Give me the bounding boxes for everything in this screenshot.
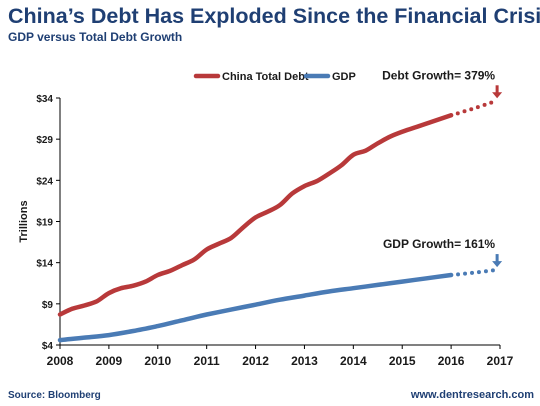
china-total-debt-arrowhead-icon (492, 92, 503, 99)
chart-subtitle: GDP versus Total Debt Growth (8, 30, 183, 44)
x-tick-label: 2008 (47, 354, 74, 368)
china-total-debt-growth-annotation: Debt Growth= 379% (382, 68, 495, 82)
website-link[interactable]: www.dentresearch.com (410, 389, 534, 401)
series-layer (57, 85, 503, 343)
gdp-growth-annotation: GDP Growth= 161% (383, 237, 495, 251)
y-tick-label: $4 (42, 341, 54, 352)
gdp-series-line (57, 272, 454, 343)
axes: $4 $9 $14 $19 $24 $29 $34 2008 2009 2010 2011 2012 2… (18, 94, 514, 368)
source-note: Source: Bloomberg (8, 390, 101, 401)
x-tick-label: 2009 (96, 354, 123, 368)
x-tick-label: 2015 (389, 354, 416, 368)
x-tick-label: 2014 (340, 354, 367, 368)
x-tick-label: 2012 (242, 354, 269, 368)
y-tick-label: $14 (36, 259, 53, 270)
y-tick-label: $9 (42, 300, 54, 311)
x-tick-label: 2017 (487, 354, 514, 368)
x-tick-label: 2013 (291, 354, 318, 368)
legend: China Total Debt GDP (193, 71, 356, 83)
x-tick-label: 2010 (144, 354, 171, 368)
x-tick-label: 2016 (438, 354, 465, 368)
china-total-debt-projection-line (449, 99, 498, 118)
china-total-debt-legend-label: China Total Debt (222, 71, 309, 83)
annotations: Debt Growth= 379% GDP Growth= 161% (382, 68, 495, 251)
x-tick-label: 2011 (194, 354, 220, 368)
y-tick-label: $29 (36, 135, 53, 146)
gdp-legend-label: GDP (332, 71, 356, 83)
y-tick-label: $24 (36, 176, 53, 187)
gdp-arrowhead-icon (492, 261, 503, 268)
y-tick-label: $34 (36, 94, 53, 105)
y-tick-label: $19 (36, 218, 53, 229)
y-axis-label: Trillions (18, 200, 30, 242)
china-total-debt-series-line (57, 113, 454, 317)
gdp-projection-line (449, 268, 498, 277)
chart-title: China’s Debt Has Exploded Since the Fina… (8, 4, 540, 28)
